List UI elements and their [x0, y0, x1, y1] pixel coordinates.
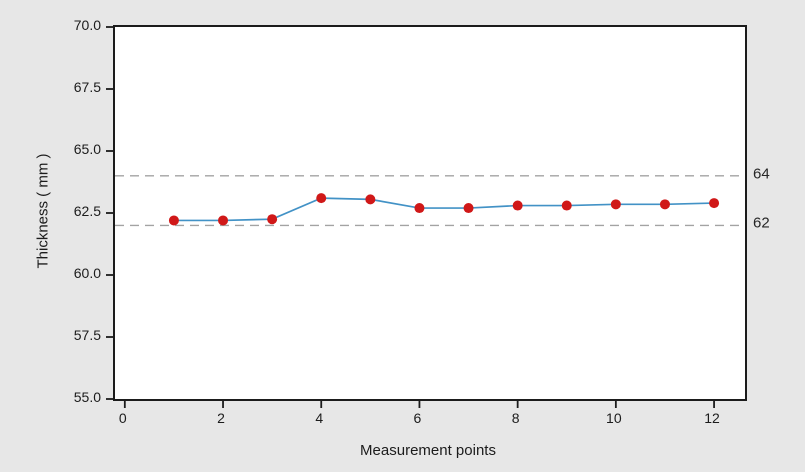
x-axis-title: Measurement points: [360, 442, 496, 459]
y-tick-label: 60.0: [73, 265, 101, 281]
data-point: [512, 200, 523, 211]
data-point: [659, 199, 670, 210]
x-tick-label: 0: [118, 410, 127, 426]
data-point: [610, 199, 621, 210]
x-tick-label: 10: [606, 410, 622, 426]
data-point: [267, 214, 278, 225]
data-point: [218, 215, 229, 226]
ref-line-label: 62: [753, 214, 770, 232]
y-tick-label: 65.0: [73, 141, 101, 157]
y-tick-label: 57.5: [73, 327, 101, 343]
data-point: [414, 203, 425, 214]
y-tick-label: 62.5: [73, 203, 101, 219]
x-tick-label: 4: [315, 410, 324, 426]
x-tick-label: 12: [704, 410, 720, 426]
y-tick-label: 55.0: [73, 389, 101, 405]
x-tick-label: 6: [413, 410, 422, 426]
data-point: [365, 194, 376, 205]
y-tick-label: 67.5: [73, 79, 101, 95]
x-tick-label: 2: [217, 410, 225, 426]
ref-line-label: 64: [753, 165, 770, 183]
x-tick-label: 8: [511, 410, 520, 426]
y-axis-title: Thickness ( mm ): [34, 153, 52, 269]
data-point: [316, 193, 327, 204]
data-point: [561, 200, 572, 211]
data-point: [168, 215, 179, 226]
plot-area: [106, 25, 747, 408]
plot-canvas: [106, 26, 745, 408]
data-point: [709, 198, 720, 209]
y-tick-label: 70.0: [73, 17, 101, 33]
data-point: [463, 203, 474, 214]
series-line: [173, 197, 715, 222]
